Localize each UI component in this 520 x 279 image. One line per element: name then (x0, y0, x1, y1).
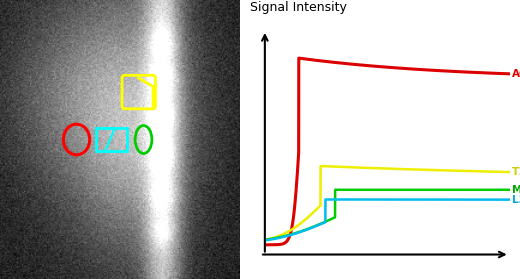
Text: AORTA: AORTA (512, 69, 520, 79)
Text: T10: T10 (512, 167, 520, 177)
Bar (96, 128, 127, 151)
Text: MUSCLE: MUSCLE (512, 185, 520, 195)
Text: Signal Intensity: Signal Intensity (250, 1, 347, 14)
Text: L3: L3 (512, 195, 520, 205)
